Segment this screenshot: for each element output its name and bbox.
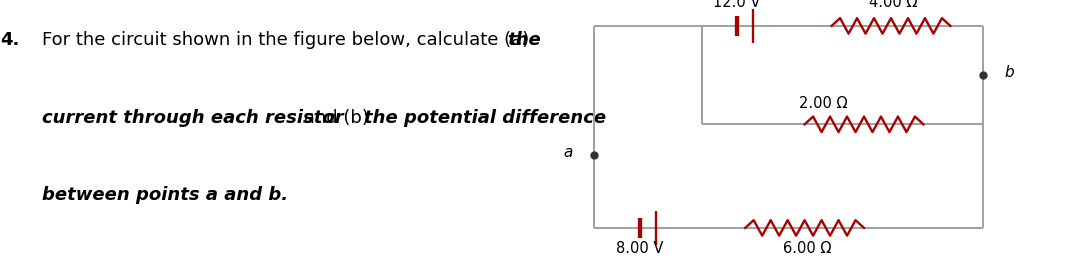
Text: 8.00 V: 8.00 V (616, 241, 663, 256)
Text: and (b): and (b) (298, 109, 375, 127)
Text: the potential difference: the potential difference (364, 109, 606, 127)
Text: For the circuit shown in the figure below, calculate (a): For the circuit shown in the figure belo… (42, 31, 535, 49)
Text: the: the (508, 31, 541, 49)
Text: a: a (563, 145, 572, 160)
Text: 4.00 Ω: 4.00 Ω (869, 0, 918, 10)
Text: 4.: 4. (0, 31, 19, 49)
Text: current through each resistor: current through each resistor (42, 109, 343, 127)
Text: b: b (1004, 65, 1014, 80)
Text: 12.0 V: 12.0 V (713, 0, 760, 10)
Text: 6.00 Ω: 6.00 Ω (783, 241, 832, 256)
Text: between points a and b.: between points a and b. (42, 186, 288, 204)
Text: 2.00 Ω: 2.00 Ω (799, 96, 848, 111)
